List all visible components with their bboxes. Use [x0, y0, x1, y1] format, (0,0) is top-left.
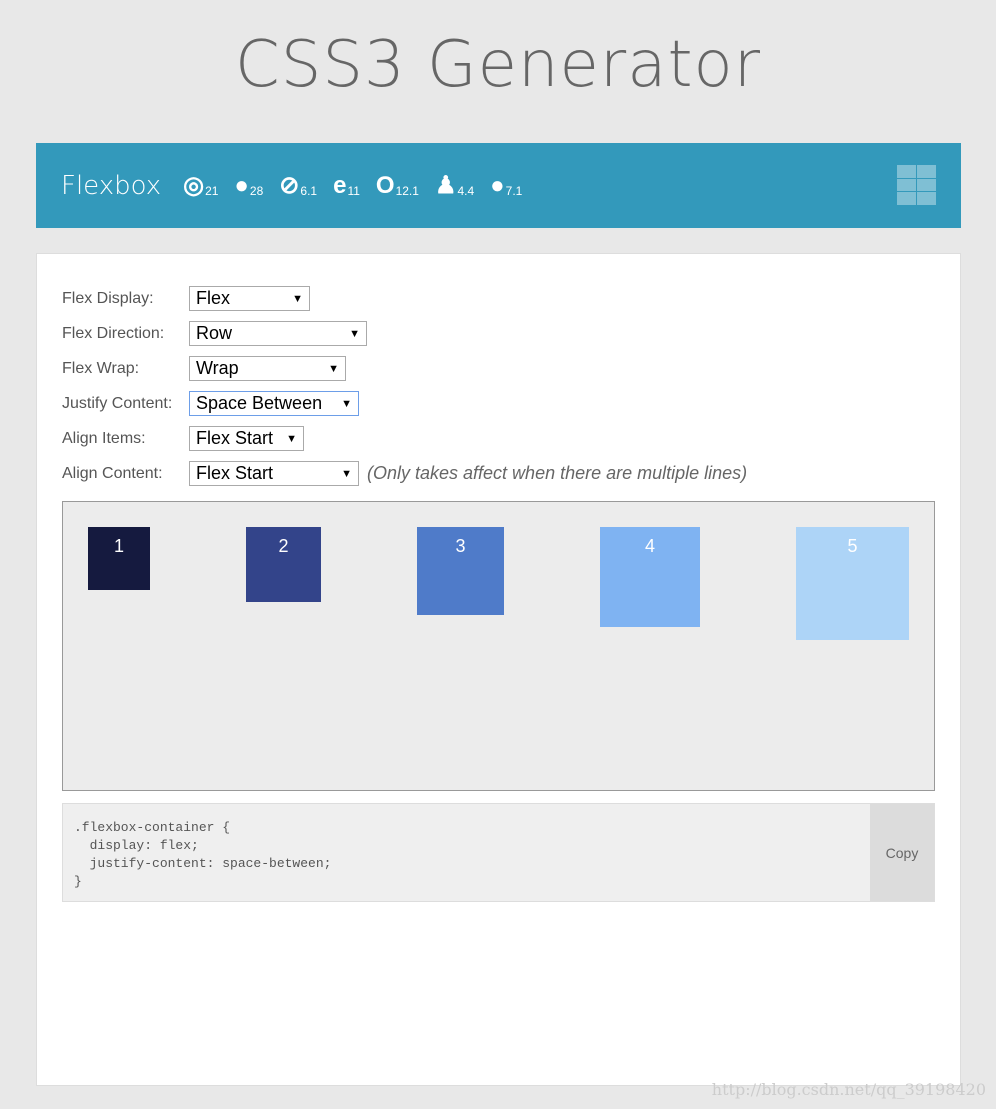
browser-support: ◎ 21	[183, 171, 219, 199]
dropdown-arrow-icon: ▼	[349, 327, 360, 340]
browser-version: 28	[249, 183, 264, 198]
page-title: CSS3 Generator	[235, 28, 761, 102]
form-row: Flex Direction: Row ▼	[62, 321, 367, 346]
dropdown-arrow-icon: ▼	[328, 362, 339, 375]
note-text: (Only takes affect when there are multip…	[367, 463, 748, 483]
browser-support: ● 7.1	[490, 171, 523, 199]
field-label: Align Content:	[62, 464, 163, 482]
field-label: Flex Wrap:	[62, 359, 140, 377]
select-dropdown[interactable]: Flex Start ▼	[189, 461, 359, 486]
copy-button[interactable]: Copy	[870, 804, 934, 901]
watermark: http://blog.csdn.net/qq_39198420	[711, 1080, 986, 1099]
flex-item: 2	[246, 527, 321, 602]
select-value: Wrap	[196, 358, 239, 378]
form-row: Flex Display: Flex ▼	[62, 286, 310, 311]
code-text: .flexbox-container { display: flex; just…	[74, 820, 332, 889]
header-bar: Flexbox ◎ 21 ● 28 ⊘ 6.1 e 11 O 12.1 ♟ 4.4 ● 7.1	[36, 143, 961, 228]
flex-item-label: 5	[847, 536, 858, 556]
form-row: Align Content: Flex Start ▼ (Only takes aff…	[62, 461, 747, 486]
safari-icon: ⊘	[279, 171, 300, 199]
generator-card: Flex Display: Flex ▼ Flex Direction: Row ▼ Fle…	[36, 253, 961, 1086]
select-value: Row	[196, 323, 233, 343]
dropdown-arrow-icon: ▼	[286, 432, 297, 445]
select-value: Flex Start	[196, 428, 274, 448]
flex-item-label: 4	[644, 536, 655, 556]
form-row: Align Items: Flex Start ▼	[62, 426, 304, 451]
browser-version: 7.1	[505, 183, 523, 198]
dropdown-arrow-icon: ▼	[341, 467, 352, 480]
ie-icon: e	[333, 171, 347, 199]
code-output: .flexbox-container { display: flex; just…	[62, 803, 935, 902]
select-value: Flex Start	[196, 463, 274, 483]
chrome-icon: ◎	[183, 171, 205, 199]
field-label: Flex Direction:	[62, 324, 165, 342]
browser-version: 4.4	[457, 183, 475, 198]
flexbox-preview: 1 2 3 4 5	[62, 501, 935, 791]
android-icon: ♟	[434, 171, 457, 199]
browser-support: ♟ 4.4	[434, 171, 475, 199]
select-dropdown[interactable]: Flex Start ▼	[189, 426, 304, 451]
select-dropdown[interactable]: Wrap ▼	[189, 356, 346, 381]
browser-version: 6.1	[300, 183, 318, 198]
apple-icon: ●	[490, 171, 505, 199]
select-dropdown[interactable]: Row ▼	[189, 321, 367, 346]
select-dropdown[interactable]: Space Between ▼	[189, 391, 359, 416]
field-label: Flex Display:	[62, 289, 154, 307]
browser-version: 11	[347, 183, 360, 198]
flex-item-label: 2	[278, 536, 289, 556]
flex-item-label: 1	[113, 536, 124, 556]
form-row: Flex Wrap: Wrap ▼	[62, 356, 346, 381]
field-label: Align Items:	[62, 429, 146, 447]
browser-version: 21	[205, 183, 219, 198]
browser-support: O 12.1	[375, 171, 419, 199]
grid-menu-icon[interactable]	[897, 165, 936, 205]
browser-support: ● 28	[234, 171, 264, 199]
browser-support: ⊘ 6.1	[279, 171, 318, 199]
form-row: Justify Content: Space Between ▼	[62, 391, 359, 416]
flex-item: 3	[417, 527, 504, 615]
flex-item: 5	[796, 527, 909, 640]
select-dropdown[interactable]: Flex ▼	[189, 286, 310, 311]
dropdown-arrow-icon: ▼	[341, 397, 352, 410]
browser-version: 12.1	[395, 183, 419, 198]
dropdown-arrow-icon: ▼	[292, 292, 303, 305]
select-value: Flex	[196, 288, 231, 308]
browser-support: e 11	[333, 171, 360, 199]
header-name: Flexbox	[61, 170, 162, 201]
flex-item: 4	[600, 527, 700, 627]
select-value: Space Between	[196, 393, 323, 413]
flex-item-label: 3	[455, 536, 466, 556]
field-label: Justify Content:	[62, 394, 173, 412]
firefox-icon: ●	[234, 171, 249, 199]
opera-icon: O	[375, 171, 395, 199]
flex-item: 1	[88, 527, 150, 590]
